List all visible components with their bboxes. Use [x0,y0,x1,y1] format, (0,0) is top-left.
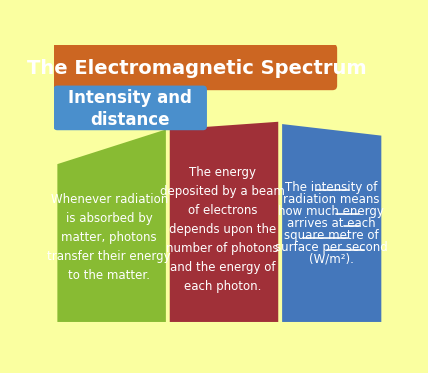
Text: how much energy: how much energy [278,205,384,218]
Text: Intensity and
distance: Intensity and distance [68,88,192,129]
Text: The Electromagnetic Spectrum: The Electromagnetic Spectrum [27,59,367,78]
Polygon shape [170,122,278,322]
Text: (W/m²).: (W/m²). [309,253,354,266]
Polygon shape [57,129,166,322]
Text: surface per second: surface per second [275,241,387,254]
Text: Whenever radiation
is absorbed by
matter, photons
transfer their energy
to the m: Whenever radiation is absorbed by matter… [48,193,171,282]
Text: The intensity of: The intensity of [285,181,377,194]
Polygon shape [282,124,381,322]
Text: radiation means: radiation means [283,193,379,206]
FancyBboxPatch shape [54,85,207,130]
Text: arrives at each: arrives at each [287,217,375,230]
Text: square metre of: square metre of [284,229,378,242]
FancyBboxPatch shape [53,44,337,90]
Text: The energy
deposited by a beam
of electrons
depends upon the
number of photons
a: The energy deposited by a beam of electr… [160,166,285,293]
